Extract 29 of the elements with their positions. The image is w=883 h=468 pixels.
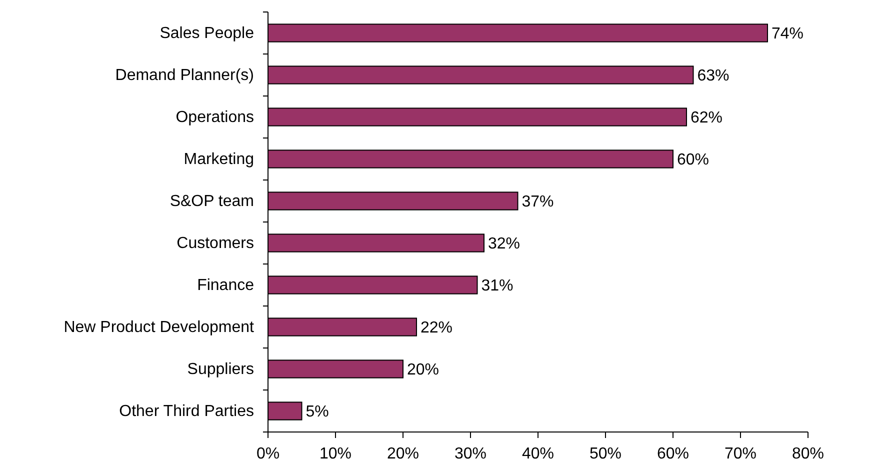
data-label: 63% [697,68,730,85]
y-tick-label: Sales People [160,25,254,42]
x-tick-label: 80% [792,446,824,463]
y-tick-label: Operations [176,109,254,126]
data-label: 37% [522,194,554,211]
x-tick-label: 70% [724,446,757,463]
y-tick-label: Finance [197,277,254,294]
data-label: 60% [677,152,710,169]
data-label: 32% [488,236,520,253]
x-tick-label: 60% [656,446,690,463]
x-tick-label: 0% [256,446,280,463]
x-tick-label: 10% [319,446,352,463]
data-label: 22% [420,320,453,337]
y-tick-label: S&OP team [170,193,254,210]
data-label: 74% [772,26,804,43]
y-tick-label: Suppliers [187,361,254,378]
x-tick-label: 50% [589,446,622,463]
y-tick-label: Other Third Parties [119,403,254,420]
data-label: 5% [306,404,329,421]
data-label: 20% [407,362,440,379]
x-tick-label: 40% [522,446,554,463]
data-label: 62% [690,110,723,127]
y-tick-label: Demand Planner(s) [115,67,254,84]
y-tick-label: Customers [176,235,254,252]
y-tick-label: New Product Development [64,319,255,336]
x-tick-label: 20% [386,446,420,463]
data-label: 31% [481,278,514,295]
y-tick-label: Marketing [184,151,254,168]
x-tick-label: 30% [454,446,487,463]
